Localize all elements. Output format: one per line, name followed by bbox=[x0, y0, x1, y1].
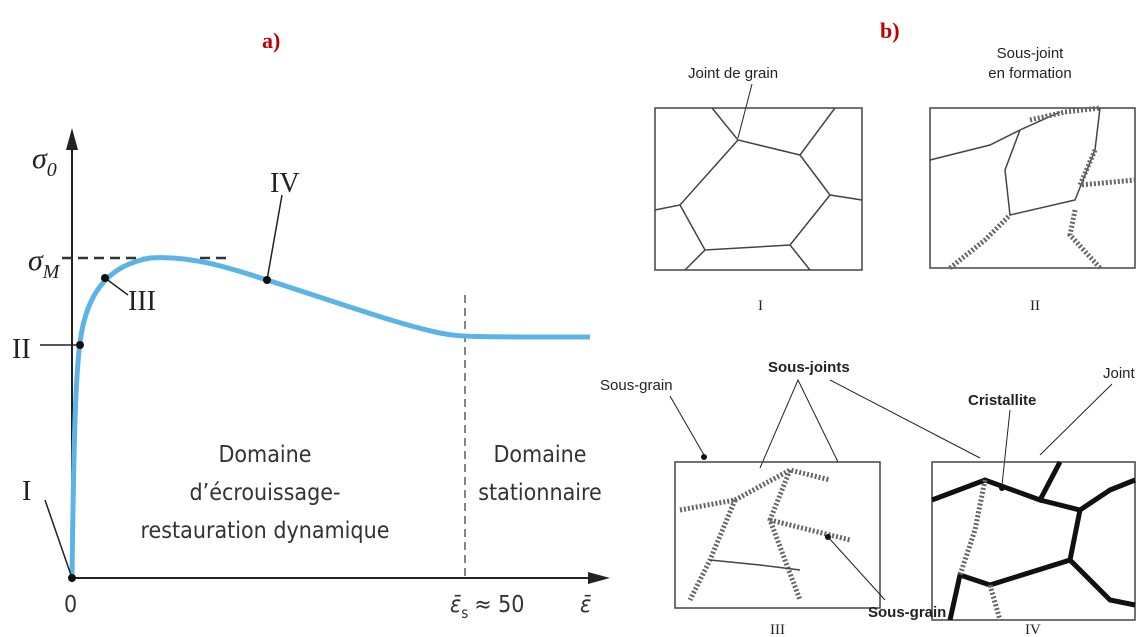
value: ≈ 50 bbox=[474, 592, 524, 618]
sub-boundary bbox=[948, 213, 1012, 270]
x-axis-label: ε̄ bbox=[580, 592, 591, 618]
annotation: Sous-joints bbox=[768, 359, 850, 376]
curve bbox=[69, 255, 591, 579]
sub-boundary bbox=[987, 584, 1003, 621]
sub-boundary bbox=[1076, 149, 1136, 188]
grain-boundary bbox=[1068, 558, 1136, 608]
stage-label: III bbox=[128, 286, 156, 317]
grain-boundary bbox=[1039, 477, 1136, 513]
sub-boundary bbox=[1067, 209, 1102, 270]
grain-box bbox=[929, 107, 1136, 269]
annotation: Joint de grain bbox=[688, 65, 778, 82]
annotation: Sous-grain bbox=[868, 604, 946, 621]
caption: I bbox=[758, 298, 763, 314]
grain-boundary bbox=[799, 154, 863, 201]
domain-text: Domaine bbox=[218, 442, 311, 468]
grain-boundary bbox=[711, 107, 836, 156]
sub-boundary bbox=[679, 467, 831, 513]
symbol: σ bbox=[32, 142, 48, 175]
caption: II bbox=[1030, 298, 1040, 314]
caption: IV bbox=[1025, 622, 1041, 637]
panel-label: b) bbox=[880, 18, 900, 43]
domain-text: stationnaire bbox=[478, 480, 601, 506]
sub-boundary bbox=[1029, 105, 1101, 123]
point bbox=[999, 485, 1005, 491]
sigma-max: σM bbox=[28, 244, 61, 283]
grain-boundary bbox=[929, 111, 1061, 161]
stage-label: IV bbox=[270, 168, 300, 199]
stage-label: II bbox=[12, 334, 31, 365]
grain-boundary bbox=[789, 244, 811, 271]
stage-label: I bbox=[22, 476, 31, 507]
panel-a: a) σ0 σM I II III IV 0 Domaine d’écrouis… bbox=[12, 28, 610, 622]
annotation: Sous-grain bbox=[600, 377, 673, 394]
annotation: Sous-joint bbox=[997, 45, 1065, 62]
points bbox=[68, 274, 271, 582]
symbol: σ bbox=[28, 244, 44, 277]
arrow bbox=[588, 572, 610, 584]
panel-label: a) bbox=[262, 28, 280, 53]
grain-boundary bbox=[684, 249, 706, 271]
grain-boundary bbox=[709, 559, 801, 571]
symbol: ε̄ bbox=[450, 592, 461, 618]
sub-boundary bbox=[957, 479, 988, 576]
subscript: M bbox=[42, 261, 61, 283]
pointer bbox=[1001, 409, 1011, 486]
sub-boundary bbox=[769, 517, 851, 543]
grain-boundary bbox=[947, 509, 1083, 621]
grain-boundary bbox=[1004, 107, 1101, 216]
domain-text: Domaine bbox=[493, 442, 586, 468]
arrow bbox=[66, 128, 78, 150]
grain-box bbox=[931, 461, 1136, 621]
subscript: 0 bbox=[47, 159, 57, 181]
grain-boundary bbox=[931, 460, 1063, 504]
sub-boundary bbox=[767, 469, 803, 601]
annotation: Joint bbox=[1103, 365, 1136, 382]
strain-label: ε̄s ≈ 50 bbox=[450, 592, 524, 622]
domain-text: d’écrouissage- bbox=[190, 480, 341, 506]
pointer bbox=[1039, 383, 1113, 456]
sub-boundary bbox=[687, 499, 738, 602]
y-axis-label: σ0 bbox=[32, 142, 57, 181]
annotation: en formation bbox=[988, 65, 1071, 82]
pointer bbox=[827, 536, 886, 601]
grain-boundary bbox=[679, 194, 831, 251]
pointer bbox=[759, 378, 839, 469]
pointer bbox=[829, 379, 981, 459]
point bbox=[701, 454, 707, 460]
subscript: s bbox=[461, 604, 468, 622]
origin: 0 bbox=[64, 592, 77, 618]
caption: III bbox=[770, 622, 785, 637]
domain-text: restauration dynamique bbox=[141, 518, 390, 544]
panel-b: b) Joint de grain Sous-joint en formatio… bbox=[600, 18, 1136, 637]
grain-box bbox=[654, 107, 863, 271]
pointer bbox=[669, 395, 705, 456]
grain-boundary bbox=[654, 139, 739, 211]
pointers bbox=[40, 194, 283, 579]
pointer bbox=[737, 83, 753, 139]
annotation: Cristallite bbox=[968, 392, 1036, 409]
grain-box bbox=[674, 461, 881, 609]
